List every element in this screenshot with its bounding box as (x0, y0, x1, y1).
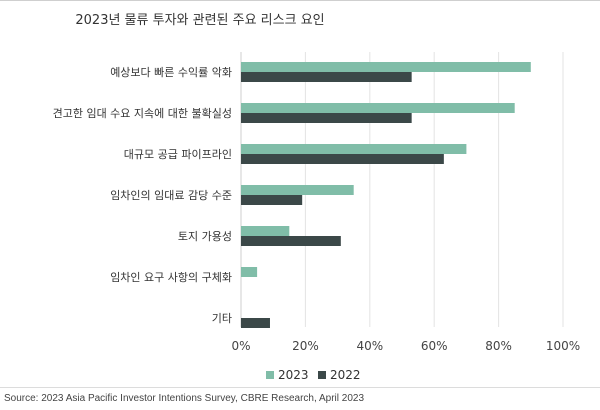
x-tick-label: 100% (546, 339, 580, 353)
bar-2023 (241, 62, 531, 72)
category-label: 임차인 요구 사항의 구체화 (110, 271, 232, 284)
source-note: Source: 2023 Asia Pacific Investor Inten… (4, 393, 364, 404)
bar-2022 (241, 236, 341, 246)
legend-swatch-2023 (266, 371, 274, 379)
x-tick-label: 40% (356, 339, 383, 353)
bar-2023 (241, 103, 515, 113)
top-divider (0, 0, 600, 1)
bar-2022 (241, 318, 270, 328)
legend-label-2022: 2022 (330, 368, 361, 382)
bar-2023 (241, 185, 354, 195)
category-label: 예상보다 빠른 수익률 악화 (110, 66, 232, 79)
legend-swatch-2022 (318, 371, 326, 379)
bottom-divider (0, 387, 600, 388)
category-label: 대규모 공급 파이프라인 (124, 148, 232, 161)
x-tick-label: 0% (231, 339, 250, 353)
bar-2022 (241, 113, 412, 123)
bar-2023 (241, 226, 290, 236)
bar-2022 (241, 195, 303, 205)
bar-2022 (241, 72, 412, 82)
chart-title: 2023년 물류 투자와 관련된 주요 리스크 요인 (75, 13, 325, 28)
category-label: 견고한 임대 수요 지속에 대한 불확실성 (53, 107, 232, 120)
legend-label-2023: 2023 (278, 368, 309, 382)
bar-2023 (241, 144, 467, 154)
x-tick-label: 80% (485, 339, 512, 353)
category-label: 기타 (212, 312, 232, 325)
x-tick-label: 60% (421, 339, 448, 353)
bar-2022 (241, 154, 444, 164)
x-tick-label: 20% (292, 339, 319, 353)
category-label: 토지 가용성 (178, 230, 232, 243)
category-label: 임차인의 임대료 감당 수준 (110, 189, 232, 202)
bar-2023 (241, 267, 258, 277)
